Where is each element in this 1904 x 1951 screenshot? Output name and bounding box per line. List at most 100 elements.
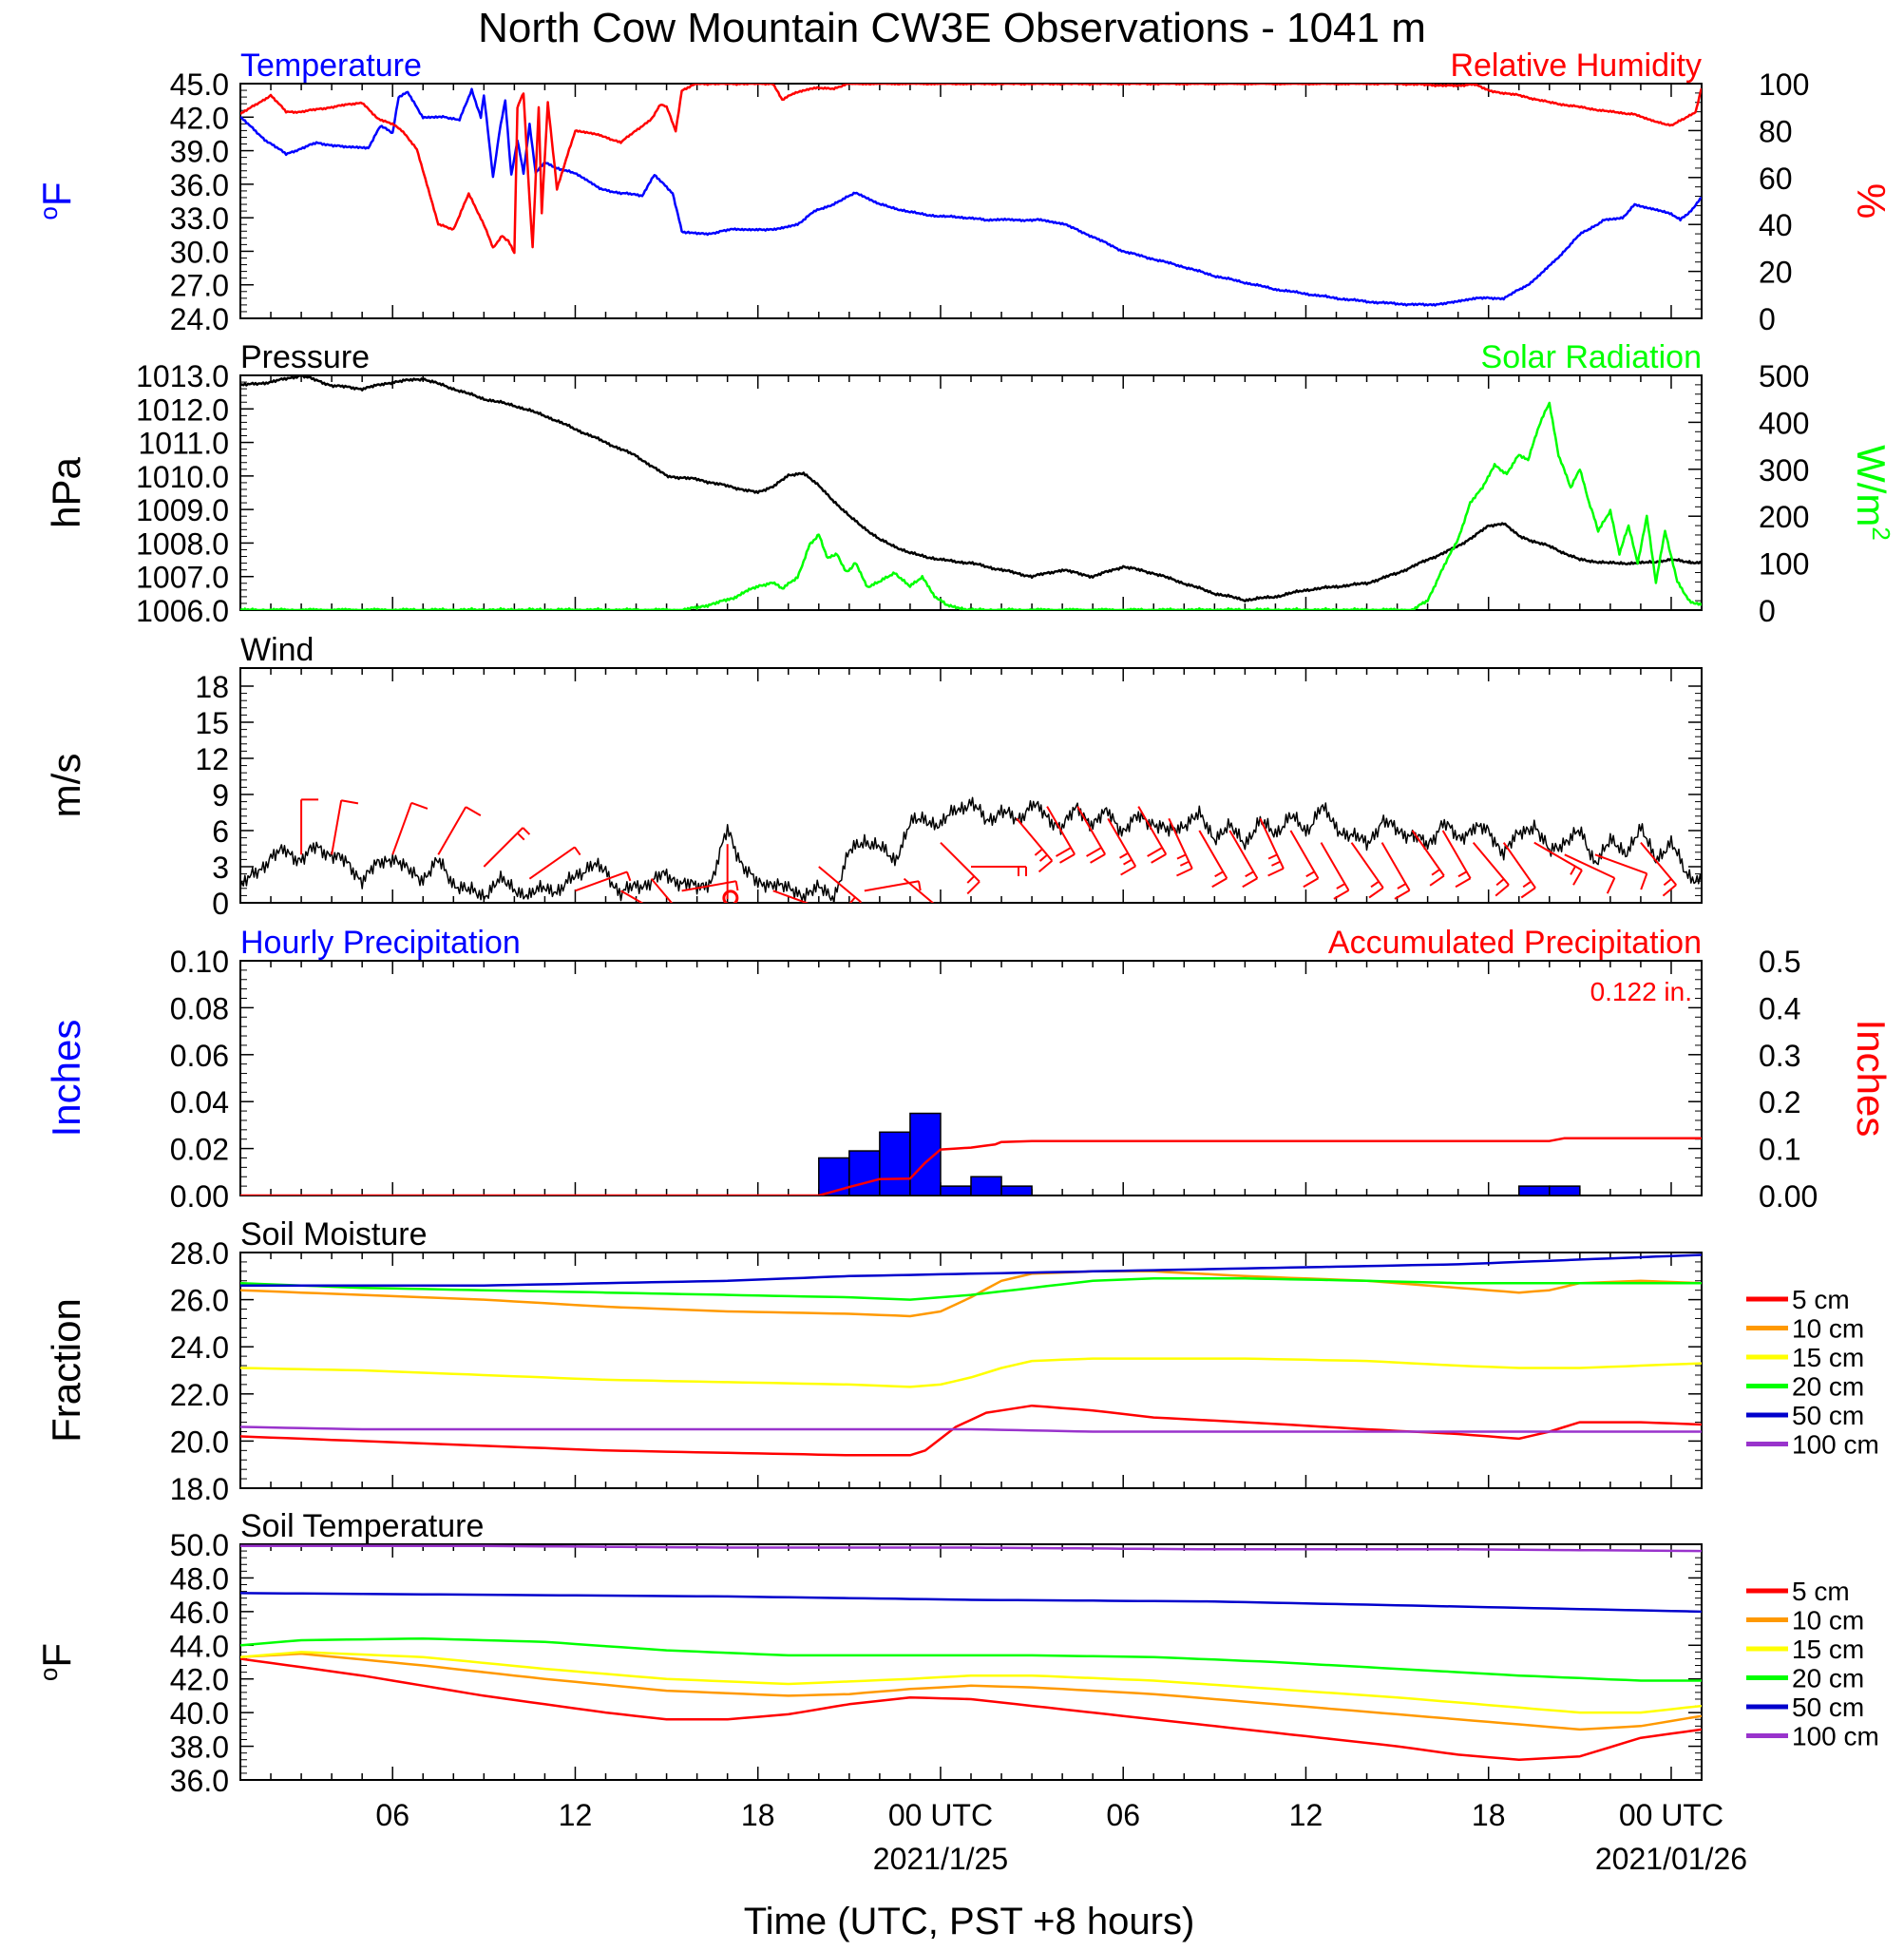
series-line-pressure xyxy=(240,375,1702,603)
y-tick-label-right: 0.2 xyxy=(1759,1085,1800,1119)
x-tick-label: 00 UTC xyxy=(888,1798,993,1832)
wind-barb xyxy=(971,866,1027,876)
wind-barb xyxy=(391,801,428,855)
wind-barb-feather xyxy=(679,921,687,927)
y-tick-label-left: 26.0 xyxy=(170,1284,229,1318)
wind-barb-shaft xyxy=(483,827,524,868)
y-tick-label-left: 18.0 xyxy=(170,1472,229,1506)
wind-barb-shaft xyxy=(1046,806,1076,855)
wind-barb-shaft xyxy=(620,889,644,903)
x-tick-label: 12 xyxy=(1289,1798,1323,1832)
series-line-50-cm xyxy=(240,1253,1702,1287)
x-tick-label: 18 xyxy=(1472,1798,1506,1832)
panel-title-left: Wind xyxy=(240,632,314,668)
wind-barb-feather xyxy=(966,875,976,884)
wind-barb xyxy=(1533,841,1583,886)
y-tick-label-left: 38.0 xyxy=(170,1731,229,1765)
y-tick-label-left: 0.08 xyxy=(170,991,229,1025)
wind-barb xyxy=(1016,817,1054,873)
series-line-solar-radiation xyxy=(240,401,1702,610)
accum-total-label: 0.122 in. xyxy=(1590,977,1692,1006)
y-axis-label-left: oF xyxy=(34,182,79,220)
wind-barb xyxy=(1350,842,1384,899)
wind-barb xyxy=(528,846,581,880)
y-tick-label-right: 60 xyxy=(1759,162,1793,196)
y-tick-label-left: 28.0 xyxy=(170,1236,229,1271)
wind-barb-feather xyxy=(1457,870,1468,878)
y-axis-label-left: m/s xyxy=(44,754,88,818)
y-tick-label-right: 20 xyxy=(1759,256,1793,290)
wind-barb-feather xyxy=(1495,884,1510,897)
y-tick-label-left: 20.0 xyxy=(170,1425,229,1459)
wind-barb-feather xyxy=(966,880,981,895)
y-tick-label-right: 0.5 xyxy=(1759,945,1800,979)
wind-barb xyxy=(1289,830,1320,889)
wind-barb-feather xyxy=(522,827,531,835)
panels: 24.027.030.033.036.039.042.045.002040608… xyxy=(34,48,1895,1798)
y-tick-label-left: 6 xyxy=(212,814,229,849)
wind-barb-feather xyxy=(1370,880,1380,889)
wind-barb-feather xyxy=(1245,870,1254,878)
wind-barb-feather xyxy=(1267,867,1285,877)
y-axis-label-left: hPa xyxy=(44,456,88,527)
legend-label: 10 cm xyxy=(1792,1606,1864,1635)
x-date-label: 2021/1/25 xyxy=(873,1842,1008,1876)
wind-barb xyxy=(1320,842,1350,900)
panel-title-right: Accumulated Precipitation xyxy=(1328,925,1702,961)
wind-barb xyxy=(1137,806,1168,864)
wind-barb-shaft xyxy=(940,841,981,883)
wind-barb-shaft xyxy=(1411,830,1445,877)
wind-barb-feather xyxy=(1119,851,1129,859)
wind-barb-feather xyxy=(941,914,946,922)
precip-bar xyxy=(940,1185,972,1195)
y-tick-label-left: 50.0 xyxy=(170,1528,229,1562)
wind-barb-feather xyxy=(1495,878,1505,887)
x-tick-label: 12 xyxy=(559,1798,593,1832)
wind-barb-feather xyxy=(1570,866,1576,875)
y-tick-label-left: 46.0 xyxy=(170,1596,229,1630)
y-tick-label-left: 24.0 xyxy=(170,302,229,336)
wind-barb-feather xyxy=(1271,860,1281,867)
legend-label: 5 cm xyxy=(1792,1285,1850,1314)
wind-barb-feather xyxy=(1455,877,1472,889)
wind-barb xyxy=(1411,830,1445,887)
wind-barb-feather xyxy=(1394,889,1411,900)
y-tick-label-left: 1006.0 xyxy=(136,594,229,628)
series-line-100-cm xyxy=(240,1544,1702,1553)
calm-wind-marker xyxy=(722,889,739,903)
wind-barb-feather xyxy=(1179,860,1190,867)
y-tick-label-left: 48.0 xyxy=(170,1561,229,1596)
wind-barb xyxy=(818,866,862,903)
wind-barb-feather xyxy=(410,801,428,810)
wind-barb-feather xyxy=(626,871,632,882)
wind-barb xyxy=(483,827,531,868)
y-tick-label-right: 400 xyxy=(1759,406,1809,440)
y-tick-label-right: 100 xyxy=(1759,547,1809,582)
y-tick-label-left: 12 xyxy=(195,742,229,776)
wind-barb-shaft xyxy=(650,878,674,903)
wind-barb-feather xyxy=(1368,887,1384,899)
y-tick-label-left: 0.00 xyxy=(170,1179,229,1214)
wind-barb xyxy=(650,878,687,927)
wind-barb xyxy=(331,799,359,855)
wind-barb-feather xyxy=(1520,887,1536,899)
wind-barb xyxy=(1472,842,1510,897)
y-tick-label-right: 0 xyxy=(1759,594,1776,628)
wind-barb-feather xyxy=(734,881,739,891)
wind-barb-shaft xyxy=(437,806,467,855)
wind-barb-shaft xyxy=(1640,842,1677,886)
wind-barb-feather xyxy=(1429,874,1445,887)
legend-label: 100 cm xyxy=(1792,1430,1879,1460)
y-tick-label-left: 15 xyxy=(195,706,229,740)
series-line-accumulated-precipitation xyxy=(240,1137,1702,1195)
legend-label: 50 cm xyxy=(1792,1693,1864,1722)
wind-barb-shaft xyxy=(1594,853,1647,875)
panel-title-right: Solar Radiation xyxy=(1481,339,1702,375)
y-tick-label-left: 1008.0 xyxy=(136,526,229,561)
y-tick-label-right: 0.1 xyxy=(1759,1133,1800,1167)
y-tick-label-left: 39.0 xyxy=(170,135,229,169)
series-layer xyxy=(240,1544,1702,1761)
wind-barb xyxy=(1107,817,1137,876)
